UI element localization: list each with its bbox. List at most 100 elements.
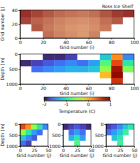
cell [77,17,89,24]
cell [43,24,55,31]
cell [123,66,134,72]
tick: 0 [19,38,22,45]
tick: 0 [15,52,20,57]
tick: 1000 [6,82,20,87]
tick-label: 500 [95,133,104,138]
axis-line [19,125,21,147]
cell [111,60,123,66]
axis-line [62,125,64,147]
cell [63,124,69,130]
cells [20,10,134,38]
cell [128,124,134,130]
colorbar: -2-101Temperature (C) [42,97,112,114]
tick-label: 0 [87,102,90,107]
tick-label: 100 [130,40,139,45]
cell [31,60,43,66]
cell [111,72,123,78]
tick-mark [19,135,21,136]
tick: 80 [109,38,115,45]
panel: 02040608010002040Grid number (i)Grid num… [0,4,139,50]
cell [74,135,80,141]
tick-label: 0 [15,36,18,41]
tick-mark [19,124,21,125]
cell [69,135,75,141]
cell [43,54,55,60]
tick-mark [62,146,64,147]
axis-yticks: 05001000 [6,52,20,87]
cell [43,31,55,38]
cell [111,54,123,60]
axis-line [21,39,135,40]
tick: -1 [64,101,69,107]
cell [123,54,134,60]
tick-mark [62,135,64,136]
cell [43,66,55,72]
tick-mark [105,124,107,125]
tick: 0 [19,84,22,91]
tick: -2 [42,101,47,107]
cells [20,54,134,84]
tick-label: 80 [109,40,115,45]
cell [54,10,66,17]
cell [123,60,134,66]
cell [66,31,78,38]
tick: 500 [9,133,20,138]
cell [77,24,89,31]
cell [111,17,123,24]
tick: 0 [101,122,106,127]
tick-mark [19,146,21,147]
frame [20,54,134,84]
cell [88,31,100,38]
cell [77,10,89,17]
tick: 1000 [6,144,20,149]
cell [88,24,100,31]
axis-color_ticks: -2 -1 0 1 [42,101,112,107]
frame [20,124,48,146]
tick-label: 20 [40,86,46,91]
cell [20,130,26,136]
frame [106,124,134,146]
cell [54,66,66,72]
cell [88,60,100,66]
cell [117,124,123,130]
cell [54,60,66,66]
cell [100,54,112,60]
cell [66,17,78,24]
cell [31,66,43,72]
y-label: Depth (m) [0,57,5,80]
annotation: Ross Ice Shelf [102,4,134,9]
tick-label: 20 [12,22,18,27]
tick-mark [19,10,21,11]
cell [88,66,100,72]
tick: 80 [109,84,115,91]
cell [100,72,112,78]
cell [77,60,89,66]
tick: 500 [52,133,63,138]
cell [43,10,55,17]
axis-yticks: 02040 [12,8,21,41]
x-label: Grid number (j) [17,153,52,158]
cell [66,10,78,17]
cell [117,130,123,136]
x-label: Grid number (j) [60,153,95,158]
tick: 1000 [49,144,63,149]
cell [100,24,112,31]
cell [100,66,112,72]
cell [37,124,43,130]
tick-label: 0 [15,122,18,127]
tick-label: 0 [19,40,22,45]
cell [66,54,78,60]
axis-line [105,125,107,147]
tick-label: 20 [40,40,46,45]
cell [112,124,118,130]
cell [20,124,26,130]
tick: 1 [109,101,112,107]
cell [54,31,66,38]
cell [66,60,78,66]
cell [31,17,43,24]
tick: 0 [87,101,90,107]
tick-label: 80 [109,86,115,91]
tick: 20 [40,84,46,91]
cells [63,124,91,146]
cell [100,60,112,66]
